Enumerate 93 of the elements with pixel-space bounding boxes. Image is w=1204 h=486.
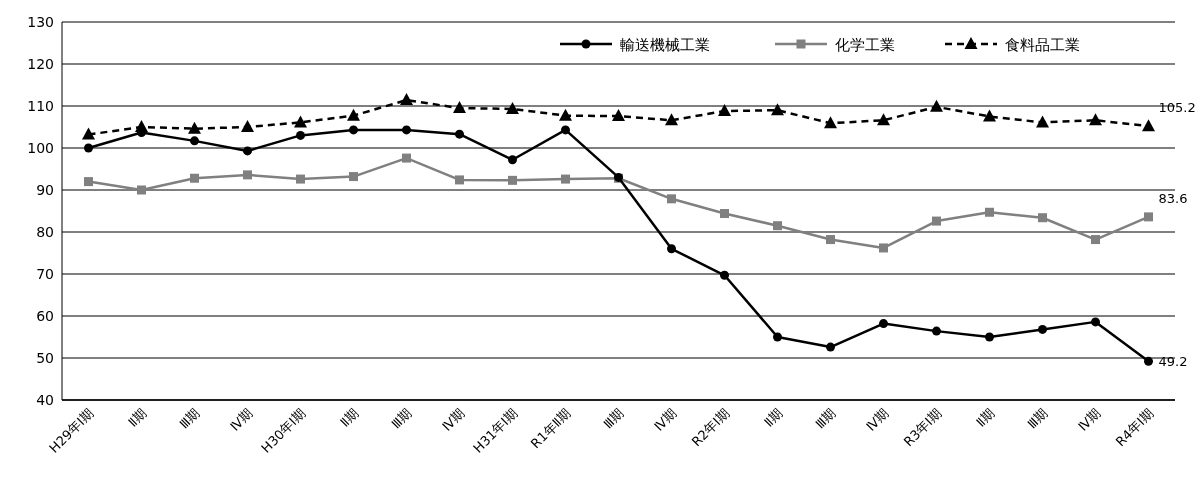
- point: [1144, 356, 1153, 366]
- point: [400, 93, 413, 106]
- x-tick-label: Ⅱ期: [973, 405, 998, 430]
- point: [718, 104, 731, 117]
- point: [243, 170, 252, 180]
- x-tick-label: Ⅱ期: [761, 405, 786, 430]
- point: [190, 136, 199, 146]
- y-tick-label: 120: [27, 56, 54, 72]
- point: [932, 216, 941, 226]
- x-tick-label: Ⅳ期: [1075, 405, 1104, 434]
- point: [508, 175, 517, 185]
- point: [1038, 324, 1047, 334]
- point: [455, 175, 464, 185]
- x-tick-label: R1年Ⅱ期: [527, 405, 574, 452]
- point: [241, 120, 254, 132]
- point: [190, 173, 199, 183]
- point: [771, 103, 784, 116]
- legend-label: 食料品工業: [1005, 36, 1080, 54]
- point: [1091, 235, 1100, 245]
- point: [877, 113, 890, 126]
- point: [1038, 213, 1047, 223]
- point: [402, 153, 411, 163]
- y-tick-label: 50: [36, 350, 54, 366]
- point: [84, 177, 93, 187]
- point: [453, 101, 466, 114]
- point: [612, 109, 625, 122]
- y-tick-label: 80: [36, 224, 54, 240]
- point: [1089, 113, 1102, 126]
- point: [243, 146, 252, 156]
- point: [879, 319, 888, 329]
- point: [455, 129, 464, 139]
- point: [137, 185, 146, 195]
- x-tick-label: Ⅲ期: [388, 405, 415, 432]
- point: [667, 194, 676, 204]
- data-label: 105.2: [1158, 100, 1196, 116]
- point: [1036, 115, 1049, 128]
- point: [296, 174, 305, 184]
- x-tick-label: R4年Ⅰ期: [1112, 405, 1157, 450]
- point: [349, 125, 358, 135]
- x-tick-label: R2年Ⅰ期: [688, 405, 733, 450]
- point: [932, 326, 941, 336]
- x-tick-label: Ⅱ期: [125, 405, 150, 430]
- data-label: 49.2: [1158, 354, 1188, 370]
- point: [824, 116, 837, 129]
- point: [667, 244, 676, 254]
- x-tick-label: Ⅳ期: [227, 405, 256, 434]
- y-tick-label: 110: [27, 98, 54, 114]
- y-tick-label: 130: [27, 14, 54, 30]
- point: [82, 127, 95, 140]
- x-tick-label: R3年Ⅰ期: [900, 405, 945, 450]
- point: [508, 155, 517, 165]
- point: [561, 174, 570, 184]
- y-tick-label: 90: [36, 182, 54, 198]
- point: [773, 221, 782, 231]
- point: [665, 113, 678, 126]
- data-label: 83.6: [1158, 190, 1188, 206]
- point: [1091, 317, 1100, 327]
- y-tick-label: 70: [36, 266, 54, 282]
- point: [985, 207, 994, 217]
- point: [773, 332, 782, 342]
- point: [349, 172, 358, 182]
- x-tick-label: Ⅱ期: [337, 405, 362, 430]
- point: [1144, 212, 1153, 222]
- point: [347, 108, 360, 121]
- point: [983, 109, 996, 122]
- point: [402, 125, 411, 135]
- point: [84, 143, 93, 153]
- point: [506, 101, 519, 114]
- point: [188, 121, 201, 134]
- point: [559, 108, 572, 121]
- x-tick-label: Ⅳ期: [863, 405, 892, 434]
- x-tick-label: Ⅳ期: [439, 405, 468, 434]
- point: [720, 209, 729, 219]
- point: [879, 243, 888, 253]
- y-tick-label: 100: [27, 140, 54, 156]
- x-tick-label: Ⅳ期: [651, 405, 680, 434]
- y-tick-label: 60: [36, 308, 54, 324]
- legend-label: 輸送機械工業: [620, 36, 710, 54]
- point: [826, 235, 835, 245]
- x-tick-label: Ⅲ期: [600, 405, 627, 432]
- x-tick-label: Ⅲ期: [176, 405, 203, 432]
- point: [294, 115, 307, 128]
- point: [985, 332, 994, 342]
- point: [720, 270, 729, 280]
- legend-label: 化学工業: [835, 36, 895, 54]
- point: [561, 125, 570, 135]
- point: [930, 99, 943, 112]
- y-tick-label: 40: [36, 392, 54, 408]
- point: [296, 130, 305, 140]
- x-tick-label: Ⅲ期: [812, 405, 839, 432]
- point: [1142, 119, 1155, 132]
- point: [826, 342, 835, 352]
- x-tick-label: Ⅲ期: [1024, 405, 1051, 432]
